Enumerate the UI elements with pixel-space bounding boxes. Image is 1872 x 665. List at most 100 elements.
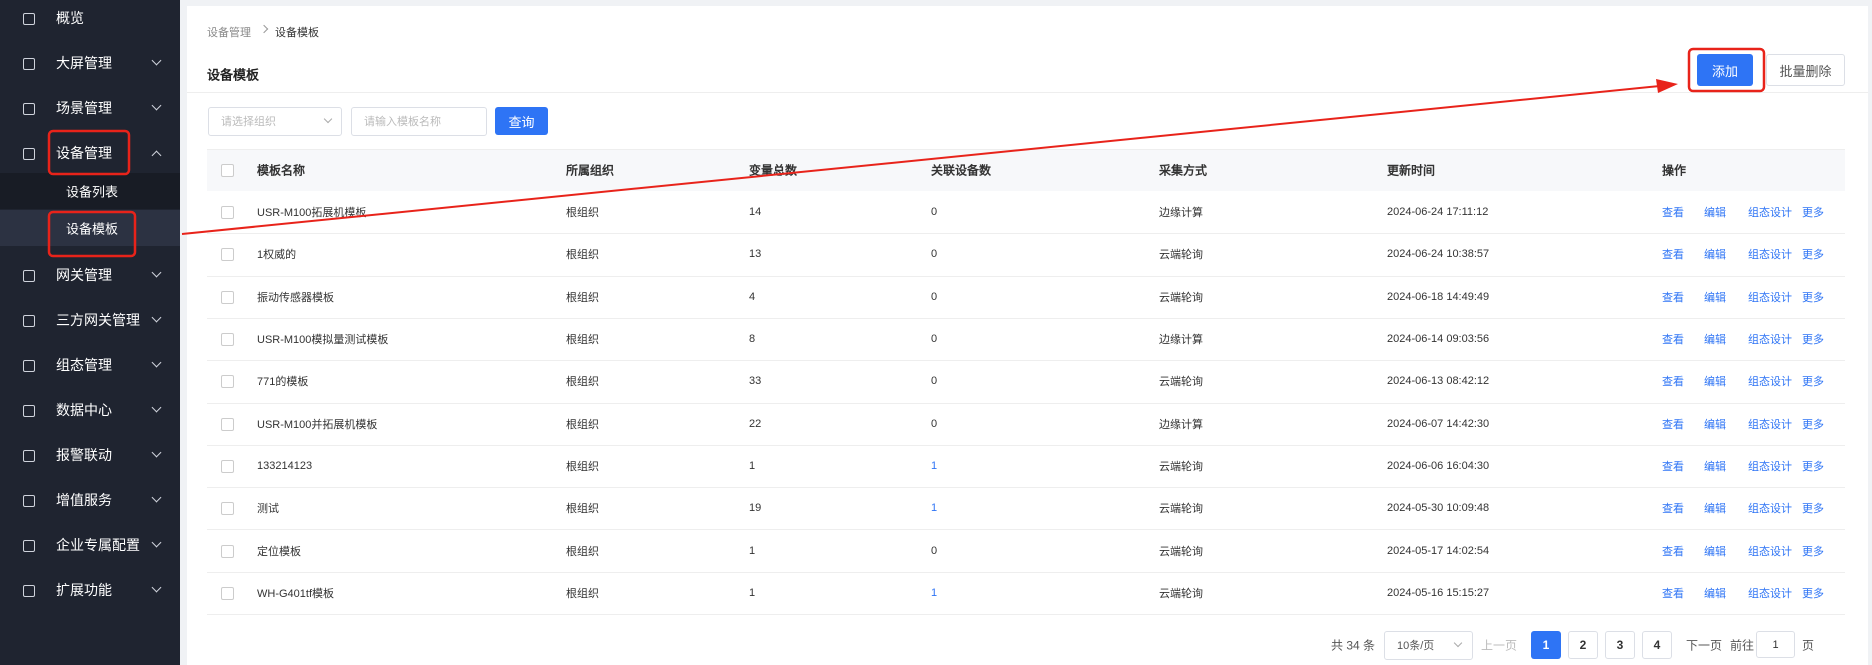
checkbox[interactable] [221, 459, 234, 473]
action-link[interactable]: 查看 [1662, 334, 1684, 347]
action-link[interactable]: 编辑 [1704, 460, 1726, 473]
action-link[interactable]: 编辑 [1704, 545, 1726, 558]
action-link[interactable]: 查看 [1662, 418, 1684, 431]
action-link[interactable]: 更多 [1802, 418, 1824, 431]
menu-item[interactable]: 设备管理 [0, 131, 180, 175]
menu-label[interactable]: 企业专属配置 [56, 537, 140, 553]
action-link[interactable]: 更多 [1802, 376, 1824, 389]
cell[interactable]: 1 [931, 586, 938, 599]
menu-item[interactable]: 企业专属配置 [0, 523, 180, 567]
action-link[interactable]: 查看 [1662, 503, 1684, 516]
cell: USR-M100并拓展机模板 [257, 418, 378, 431]
action-link[interactable]: 组态设计 [1748, 376, 1792, 389]
cell: 0 [931, 206, 938, 219]
menu-item[interactable]: 增值服务 [0, 478, 180, 522]
cell: 4 [749, 290, 756, 303]
submenu-item[interactable] [0, 173, 180, 209]
action-link[interactable]: 查看 [1662, 460, 1684, 473]
action-link[interactable]: 编辑 [1704, 249, 1726, 262]
page-button[interactable]: 1 [1531, 631, 1561, 659]
checkbox[interactable] [221, 333, 234, 347]
cell: 8 [749, 333, 756, 346]
menu-item[interactable]: 报警联动 [0, 433, 180, 477]
menu-label[interactable]: 组态管理 [56, 357, 112, 373]
menu-label[interactable]: 大屏管理 [56, 55, 112, 71]
action-link[interactable]: 更多 [1802, 334, 1824, 347]
page-button[interactable]: 4 [1642, 631, 1672, 659]
action-link[interactable]: 组态设计 [1748, 334, 1792, 347]
menu-label[interactable]: 数据中心 [56, 402, 112, 418]
action-link[interactable]: 编辑 [1704, 587, 1726, 600]
action-link[interactable]: 更多 [1802, 460, 1824, 473]
query-button[interactable]: 查询 [495, 107, 548, 135]
checkbox[interactable] [221, 502, 234, 516]
batch-delete-button[interactable]: 批量删除 [1766, 54, 1845, 86]
action-link[interactable]: 编辑 [1704, 291, 1726, 304]
next-button[interactable]: 下一页 [1686, 638, 1723, 653]
action-link[interactable]: 查看 [1662, 545, 1684, 558]
cell: 根组织 [566, 460, 599, 473]
menu-label[interactable]: 三方网关管理 [56, 312, 140, 328]
action-link[interactable]: 编辑 [1704, 418, 1726, 431]
menu-label[interactable]: 报警联动 [56, 447, 112, 463]
action-link[interactable]: 更多 [1802, 291, 1824, 304]
action-link[interactable]: 组态设计 [1748, 460, 1792, 473]
action-link[interactable]: 编辑 [1704, 334, 1726, 347]
menu-label[interactable]: 增值服务 [56, 492, 112, 508]
action-link[interactable]: 组态设计 [1748, 418, 1792, 431]
menu-label[interactable]: 设备管理 [56, 145, 112, 161]
chevron [151, 402, 162, 413]
submenu-label[interactable]: 设备列表 [66, 184, 119, 200]
menu-item[interactable]: 场景管理 [0, 86, 180, 130]
menu-label[interactable]: 网关管理 [56, 267, 112, 283]
checkbox[interactable] [221, 417, 234, 431]
prev-button[interactable]: 上一页 [1481, 638, 1518, 653]
menu-item[interactable]: 组态管理 [0, 343, 180, 387]
action-link[interactable]: 编辑 [1704, 376, 1726, 389]
menu-label[interactable]: 场景管理 [56, 100, 112, 116]
action-link[interactable]: 编辑 [1704, 503, 1726, 516]
checkbox[interactable] [221, 290, 234, 304]
action-link[interactable]: 组态设计 [1748, 545, 1792, 558]
action-link[interactable]: 查看 [1662, 291, 1684, 304]
add-button[interactable]: 添加 [1697, 54, 1753, 86]
checkbox[interactable] [221, 164, 234, 177]
checkbox[interactable] [221, 248, 234, 262]
action-link[interactable]: 更多 [1802, 545, 1824, 558]
action-link[interactable]: 查看 [1662, 249, 1684, 262]
cell[interactable]: 1 [931, 502, 938, 515]
checkbox[interactable] [221, 375, 234, 389]
action-link[interactable]: 更多 [1802, 207, 1824, 220]
page-button[interactable]: 3 [1605, 631, 1635, 659]
action-link[interactable]: 组态设计 [1748, 503, 1792, 516]
action-link[interactable]: 更多 [1802, 503, 1824, 516]
menu-item[interactable]: 大屏管理 [0, 41, 180, 85]
goto-input[interactable]: 1 [1756, 631, 1795, 658]
action-link[interactable]: 更多 [1802, 587, 1824, 600]
action-link[interactable]: 编辑 [1704, 207, 1726, 220]
action-link[interactable]: 组态设计 [1748, 249, 1792, 262]
action-link[interactable]: 组态设计 [1748, 207, 1792, 220]
action-link[interactable]: 查看 [1662, 207, 1684, 220]
checkbox[interactable] [221, 206, 234, 220]
breadcrumb-item[interactable]: 设备管理 [207, 27, 251, 39]
menu-item[interactable]: 数据中心 [0, 388, 180, 432]
cell: 1 [749, 586, 756, 599]
action-link[interactable]: 查看 [1662, 376, 1684, 389]
action-link[interactable]: 查看 [1662, 587, 1684, 600]
checkbox[interactable] [221, 544, 234, 558]
action-link[interactable]: 更多 [1802, 249, 1824, 262]
cell[interactable]: 1 [931, 459, 938, 472]
menu-item[interactable]: 扩展功能 [0, 568, 180, 612]
action-link[interactable]: 组态设计 [1748, 291, 1792, 304]
submenu-label[interactable]: 设备模板 [66, 221, 119, 237]
menu-item[interactable]: 网关管理 [0, 253, 180, 297]
page-button[interactable]: 2 [1568, 631, 1598, 659]
checkbox[interactable] [221, 586, 234, 600]
menu-label[interactable]: 扩展功能 [56, 582, 112, 598]
action-link[interactable]: 组态设计 [1748, 587, 1792, 600]
menu-label[interactable]: 概览 [56, 10, 84, 26]
page-size-select[interactable] [1384, 631, 1473, 660]
menu-item[interactable]: 概览 [0, 0, 180, 40]
menu-item[interactable]: 三方网关管理 [0, 298, 180, 342]
